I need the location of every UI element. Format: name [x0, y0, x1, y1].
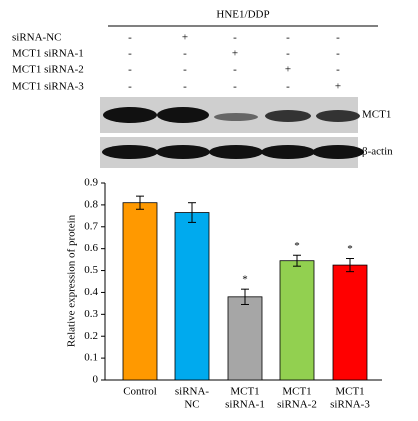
- y-tick-label: 0.3: [84, 308, 98, 320]
- x-tick-label: Control: [123, 386, 157, 398]
- treatment-sign: -: [233, 32, 237, 44]
- y-tick-label: 0.8: [84, 198, 98, 210]
- blot-actin: [100, 137, 364, 168]
- row-label: MCT1 siRNA-1: [12, 48, 84, 60]
- treatment-sign: -: [233, 64, 237, 76]
- treatment-sign: -: [128, 81, 132, 93]
- y-tick-label: 0.2: [84, 330, 98, 342]
- error-bar: [346, 258, 354, 273]
- row-label: MCT1 siRNA-3: [12, 81, 84, 93]
- band-label: MCT1: [362, 109, 391, 121]
- bar: [227, 296, 263, 381]
- bar: [279, 260, 315, 381]
- significance-marker: *: [294, 240, 300, 252]
- row-label: MCT1 siRNA-2: [12, 64, 84, 76]
- y-tick-label: 0.4: [84, 286, 98, 298]
- treatment-sign: -: [336, 64, 340, 76]
- x-tick-label: MCT1: [230, 386, 259, 398]
- treatment-sign: +: [182, 32, 188, 44]
- row-label: siRNA-NC: [12, 32, 62, 44]
- x-tick-label: siRNA-2: [277, 399, 317, 411]
- treatment-sign: -: [183, 64, 187, 76]
- error-bar: [241, 288, 249, 305]
- bar: [174, 212, 210, 381]
- x-tick-label: MCT1: [282, 386, 311, 398]
- treatment-sign: +: [335, 81, 341, 93]
- y-axis-label: Relative expression of protein: [66, 214, 78, 347]
- treatment-sign: -: [128, 32, 132, 44]
- treatment-sign: -: [286, 48, 290, 60]
- significance-marker: *: [242, 274, 248, 286]
- treatment-sign: -: [286, 81, 290, 93]
- treatment-sign: -: [183, 81, 187, 93]
- treatment-sign: +: [285, 64, 291, 76]
- blot-mct1: [100, 97, 360, 133]
- y-tick-label: 0.9: [84, 177, 98, 189]
- treatment-sign: -: [128, 64, 132, 76]
- y-tick-label: 0.7: [84, 220, 98, 232]
- significance-marker: *: [347, 243, 353, 255]
- treatment-sign: -: [286, 32, 290, 44]
- y-tick-label: 0.6: [84, 242, 98, 254]
- band-label: β-actin: [362, 146, 393, 158]
- x-tick-label: siRNA-1: [225, 399, 265, 411]
- x-tick-label: siRNA-: [175, 386, 210, 398]
- bar: [122, 202, 158, 381]
- bar: [332, 264, 368, 381]
- treatment-sign: -: [128, 48, 132, 60]
- treatment-sign: -: [183, 48, 187, 60]
- error-bar: [136, 195, 144, 210]
- treatment-sign: -: [336, 32, 340, 44]
- treatment-sign: -: [233, 81, 237, 93]
- error-bar: [188, 202, 196, 223]
- y-tick-label: 0.1: [84, 352, 98, 364]
- treatment-sign: +: [232, 48, 238, 60]
- y-tick-label: 0.5: [84, 264, 98, 276]
- treatment-sign: -: [336, 48, 340, 60]
- error-bar: [293, 254, 301, 267]
- x-tick-label: MCT1: [335, 386, 364, 398]
- group-label: HNE1/DDP: [216, 9, 269, 21]
- y-tick-label: 0: [93, 374, 99, 386]
- x-tick-label: NC: [184, 399, 199, 411]
- x-tick-label: siRNA-3: [330, 399, 370, 411]
